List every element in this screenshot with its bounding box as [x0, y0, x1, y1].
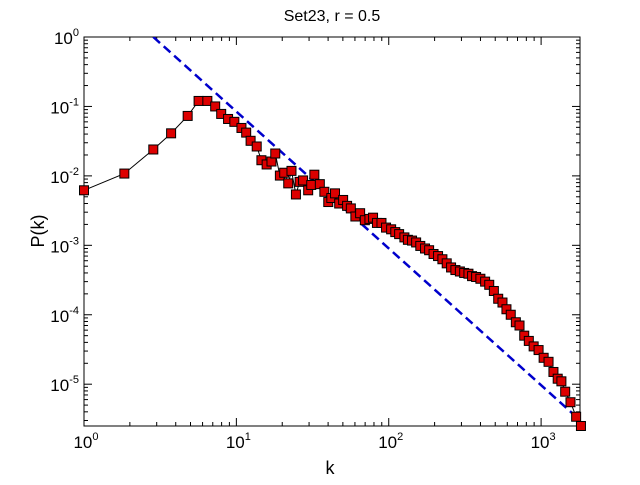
x-tick-label-base: 10	[226, 433, 245, 452]
data-point	[270, 148, 281, 159]
y-tick-label-exponent: -2	[69, 166, 79, 178]
y-axis-label: P(k)	[28, 215, 48, 248]
data-point	[193, 95, 204, 106]
series-layer	[79, 37, 586, 431]
data-point	[210, 101, 221, 112]
data-point	[330, 188, 341, 199]
x-tick-label-exponent: 2	[397, 431, 403, 443]
y-tick-label-base: 10	[54, 29, 73, 48]
y-tick-label-exponent: -3	[69, 235, 79, 247]
data-point	[533, 345, 544, 356]
data-point	[298, 175, 309, 186]
y-tick-label-exponent: -4	[69, 305, 79, 317]
data-point	[571, 411, 582, 422]
x-tick-label: 103	[531, 431, 556, 452]
y-tick-label-base: 10	[50, 376, 69, 395]
y-tick-label: 10-5	[50, 374, 79, 395]
y-tick-label: 100	[54, 27, 79, 48]
y-tick-label: 10-2	[50, 166, 79, 187]
x-tick-label-base: 10	[73, 433, 92, 452]
data-point	[251, 141, 262, 152]
data-point	[182, 110, 193, 121]
x-tick-label-base: 10	[378, 433, 397, 452]
y-tick-label: 10-4	[50, 305, 79, 326]
y-tick-label: 10-3	[50, 235, 79, 256]
y-tick-label: 10-1	[50, 96, 79, 117]
data-point	[565, 397, 576, 408]
y-tick-label-base: 10	[50, 237, 69, 256]
y-tick-label-base: 10	[50, 98, 69, 117]
y-tick-label-exponent: 0	[73, 27, 79, 39]
data-point	[560, 386, 571, 397]
data-point	[216, 108, 227, 119]
x-tick-label-exponent: 1	[245, 431, 251, 443]
data-point	[575, 421, 586, 431]
y-tick-label-exponent: -1	[69, 96, 79, 108]
y-tick-label-base: 10	[50, 307, 69, 326]
data-point	[202, 95, 213, 106]
data-point	[245, 135, 256, 146]
data-point	[286, 165, 297, 176]
x-axis-label: k	[326, 458, 336, 478]
x-tick-label: 100	[73, 431, 98, 452]
x-tick-label: 101	[226, 431, 251, 452]
y-tick-label-base: 10	[50, 168, 69, 187]
data-point	[319, 186, 330, 197]
x-tick-label-exponent: 0	[92, 431, 98, 443]
data-point	[556, 376, 567, 387]
data-point	[241, 127, 252, 138]
data-point	[505, 309, 516, 320]
y-tick-label-exponent: -5	[69, 374, 79, 386]
data-point	[119, 168, 130, 179]
data-point	[229, 116, 240, 127]
chart-title: Set23, r = 0.5	[284, 8, 381, 25]
data-point	[166, 128, 177, 139]
fit-line	[152, 37, 578, 418]
x-tick-label: 102	[378, 431, 403, 452]
x-tick-label-base: 10	[531, 433, 550, 452]
data-point	[543, 356, 554, 367]
plot-area	[83, 36, 581, 427]
data-point	[309, 169, 320, 180]
data-point	[514, 320, 525, 331]
data-point	[306, 179, 317, 190]
data-point	[148, 144, 159, 155]
x-tick-label-exponent: 3	[550, 431, 556, 443]
data-point	[79, 185, 89, 196]
data-point	[283, 178, 294, 189]
data-point	[290, 189, 301, 200]
